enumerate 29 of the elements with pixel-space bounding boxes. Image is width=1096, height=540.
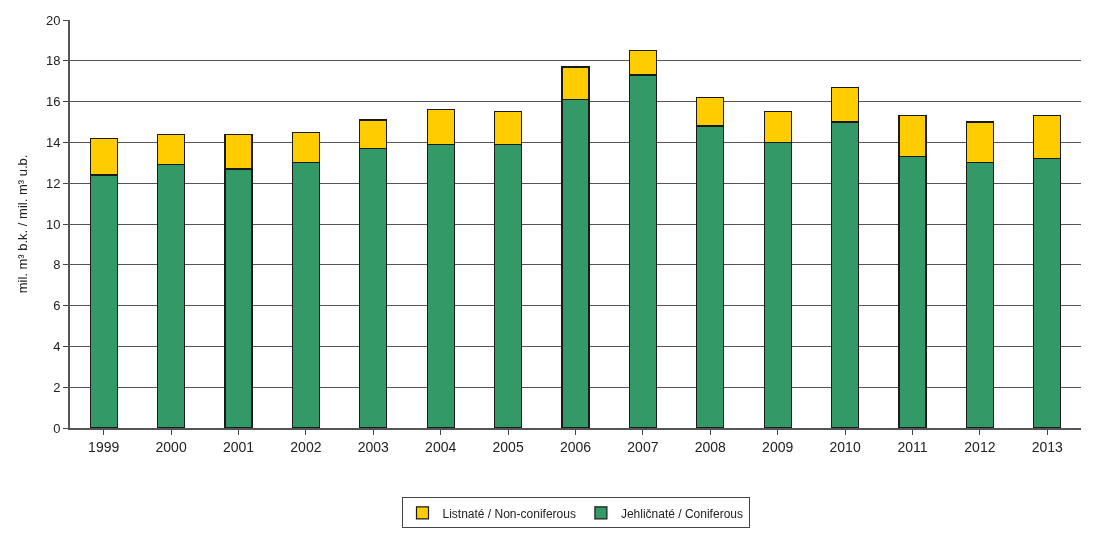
y-tick-label: 14 <box>45 134 61 150</box>
x-tick-label: 2010 <box>829 438 861 455</box>
x-tick-label: 2009 <box>762 438 794 455</box>
x-tick-label: 2001 <box>222 438 255 455</box>
x-tick-label: 2005 <box>492 438 524 455</box>
x-tick-label: 2008 <box>694 438 727 455</box>
y-tick-label: 20 <box>45 12 61 28</box>
x-tick-label: 1999 <box>88 438 120 455</box>
x-tick-label: 2011 <box>897 438 928 455</box>
x-tick-label: 2002 <box>290 438 322 455</box>
x-tick-label: 2007 <box>627 438 659 455</box>
x-tick-label: 2003 <box>357 438 390 455</box>
legend-label: Listnaté / Non-coniferous <box>442 506 576 521</box>
y-tick-label: 12 <box>45 175 61 191</box>
x-tick-label: 2012 <box>964 438 996 455</box>
y-tick-label: 10 <box>45 216 61 232</box>
x-tick-label: 2006 <box>559 438 592 455</box>
y-axis-title: mil. m³ b.k. / mil. m³ u.b. <box>15 154 31 294</box>
y-tick-label: 6 <box>53 298 61 314</box>
x-tick-label: 2013 <box>1031 438 1064 455</box>
legend-label: Jehličnaté / Coniferous <box>620 506 743 521</box>
y-tick-label: 16 <box>45 94 61 110</box>
y-tick-label: 18 <box>45 53 61 69</box>
x-tick-label: 2004 <box>425 438 457 455</box>
x-tick-label: 2000 <box>155 438 187 455</box>
y-tick-label: 0 <box>53 420 61 436</box>
y-tick-label: 2 <box>53 379 61 395</box>
y-tick-label: 4 <box>53 338 61 354</box>
y-tick-label: 8 <box>53 257 61 273</box>
